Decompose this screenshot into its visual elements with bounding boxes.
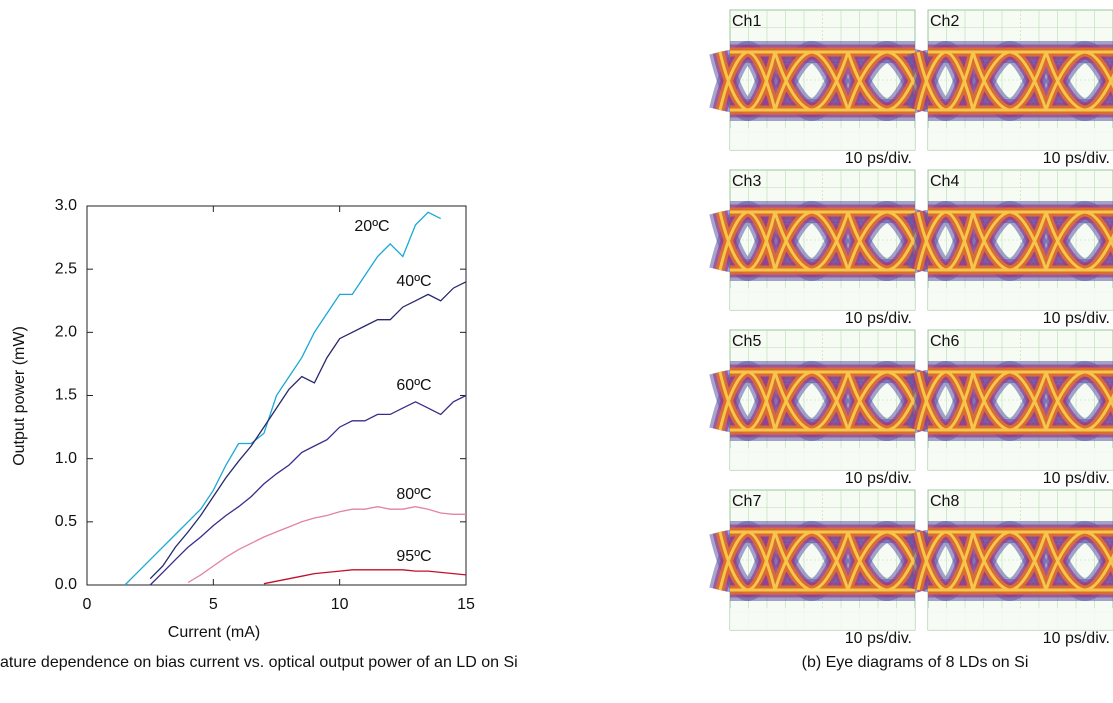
channel-label: Ch8 [930,493,959,510]
y-tick-label: 2.0 [55,324,77,341]
eye-trace [730,210,915,272]
eye-mask [928,288,1113,310]
eye-panel: Ch8 10 ps/div. [907,489,1113,647]
caption-a: ature dependence on bias current vs. opt… [0,654,518,671]
eye-mask [730,608,915,630]
y-tick-label: 1.5 [55,387,77,404]
channel-label: Ch7 [732,493,761,510]
y-tick-label: 1.0 [55,450,77,467]
x-tick-label: 15 [457,596,475,613]
time-scale: 10 ps/div. [845,630,912,647]
eye-trace [928,50,1113,112]
eye-mask [928,608,1113,630]
eye-trace [928,210,1113,272]
eye-panel: Ch3 10 ps/div. [709,169,936,327]
eye-panel: Ch1 10 ps/div. [709,9,936,167]
eye-panel: Ch4 10 ps/div. [907,169,1113,327]
eye-mask [730,448,915,470]
series-label: 20ºC [354,218,389,235]
time-scale: 10 ps/div. [845,150,912,167]
eye-mask [730,128,915,150]
series-label: 40ºC [396,273,431,290]
data-line [263,569,467,585]
time-scale: 10 ps/div. [1043,630,1110,647]
caption-b: (b) Eye diagrams of 8 LDs on Si [802,654,1029,671]
eye-trace [730,50,915,112]
y-tick-label: 2.5 [55,260,77,277]
time-scale: 10 ps/div. [845,310,912,327]
eye-trace [730,530,915,592]
x-tick-label: 10 [331,596,349,613]
eye-trace [730,370,915,432]
data-line [149,394,467,586]
eye-panel: Ch7 10 ps/div. [709,489,936,647]
eye-mask [730,288,915,310]
series-label: 95ºC [396,548,431,565]
eye-trace [928,370,1113,432]
eye-mask [928,128,1113,150]
channel-label: Ch3 [732,173,761,190]
channel-label: Ch1 [732,13,761,30]
data-line [187,506,466,584]
x-tick-label: 5 [209,596,218,613]
y-tick-label: 3.0 [55,197,77,214]
eye-panel: Ch2 10 ps/div. [907,9,1113,167]
time-scale: 10 ps/div. [1043,150,1110,167]
data-line [124,211,441,586]
channel-label: Ch2 [930,13,959,30]
x-tick-label: 0 [83,596,92,613]
time-scale: 10 ps/div. [1043,310,1110,327]
data-line [149,281,467,580]
y-tick-label: 0.0 [55,576,77,593]
time-scale: 10 ps/div. [845,470,912,487]
channel-label: Ch6 [930,333,959,350]
series-label: 80ºC [396,486,431,503]
y-tick-label: 0.5 [55,513,77,530]
x-axis-label: Current (mA) [168,624,260,641]
y-axis-label: Output power (mW) [11,326,28,466]
channel-label: Ch4 [930,173,959,190]
eye-panel: Ch5 10 ps/div. [709,329,936,487]
eye-mask [928,448,1113,470]
series-label: 60ºC [396,377,431,394]
channel-label: Ch5 [732,333,761,350]
eye-trace [928,530,1113,592]
time-scale: 10 ps/div. [1043,470,1110,487]
eye-panel: Ch6 10 ps/div. [907,329,1113,487]
